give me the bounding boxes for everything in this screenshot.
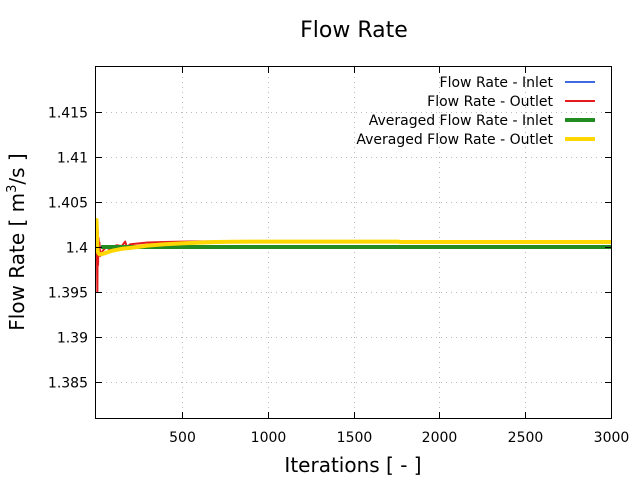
x-tick-label: 2000 <box>422 430 458 446</box>
y-axis-label-tail: /s ] <box>5 153 29 184</box>
series-layer <box>96 218 611 293</box>
x-tick-label: 1000 <box>251 430 287 446</box>
series-line-4 <box>96 218 611 257</box>
legend-label-1: Flow Rate - Inlet <box>440 75 554 91</box>
y-axis-label-superscript: 3 <box>5 185 20 193</box>
legend-label-2: Flow Rate - Outlet <box>427 94 553 110</box>
y-axis-label-main: Flow Rate [ m <box>5 193 29 331</box>
x-tick-label: 3000 <box>594 430 630 446</box>
y-tick-label: 1.4 <box>66 241 88 257</box>
legend: Flow Rate - Inlet Flow Rate - Outlet Avera… <box>356 75 595 148</box>
y-tick-label: 1.41 <box>57 151 88 167</box>
y-tick-label: 1.415 <box>48 106 88 122</box>
plot-frame <box>95 66 612 419</box>
tick-layer: 500 1000 1500 2000 2500 3000 1.385 1.39 1.395 1.4… <box>48 67 629 446</box>
y-tick-label: 1.385 <box>48 376 88 392</box>
x-tick-label: 2500 <box>508 430 544 446</box>
x-tick-label: 500 <box>169 430 196 446</box>
legend-label-4: Averaged Flow Rate - Outlet <box>356 132 553 148</box>
y-tick-label: 1.39 <box>57 331 88 347</box>
x-tick-label: 1500 <box>337 430 373 446</box>
chart-title: Flow Rate <box>300 18 408 43</box>
x-axis-label: Iterations [ - ] <box>284 453 421 477</box>
y-axis-label: Flow Rate [ m3/s ] <box>5 153 29 330</box>
series-line-2 <box>96 219 611 293</box>
legend-label-3: Averaged Flow Rate - Inlet <box>369 113 554 129</box>
y-tick-label: 1.395 <box>48 286 88 302</box>
y-tick-label: 1.405 <box>48 196 88 212</box>
